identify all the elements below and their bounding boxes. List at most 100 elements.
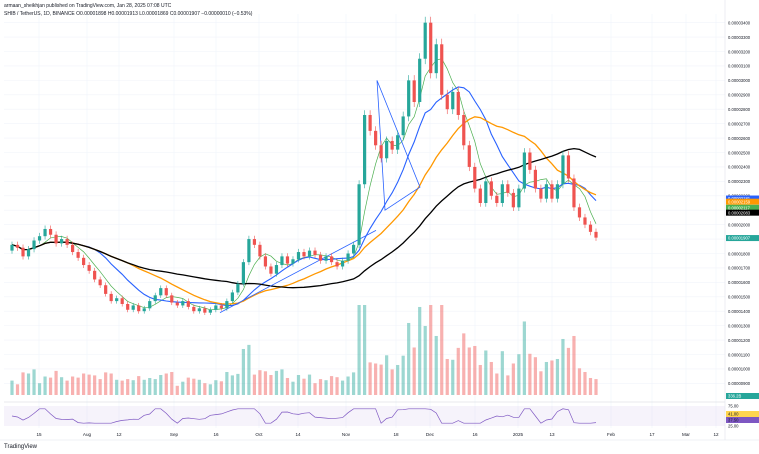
candle-body[interactable] (126, 303, 130, 310)
candle-body[interactable] (164, 288, 168, 296)
candle-body[interactable] (59, 239, 64, 244)
candle-body[interactable] (368, 114, 372, 131)
candle-body[interactable] (76, 252, 80, 258)
candle-body[interactable] (258, 244, 262, 257)
candle-body[interactable] (583, 217, 587, 225)
candle-body[interactable] (48, 228, 53, 235)
candle-body[interactable] (197, 308, 201, 312)
candle-body[interactable] (594, 231, 598, 238)
candle-body[interactable] (181, 301, 185, 306)
candle-body[interactable] (335, 262, 339, 267)
candle-body[interactable] (478, 188, 482, 203)
candle-body[interactable] (10, 244, 14, 251)
candles[interactable] (10, 16, 598, 316)
candle-body[interactable] (500, 184, 504, 203)
price-axis[interactable]: 0.00003400 0.00003300 0.00003200 0.00003100… (724, 0, 759, 440)
candle-body[interactable] (506, 184, 510, 193)
candle-body[interactable] (219, 305, 223, 309)
candle-body[interactable] (280, 256, 284, 266)
candle-body[interactable] (412, 80, 416, 103)
candle-body[interactable] (313, 250, 317, 255)
candle-body[interactable] (423, 22, 427, 59)
candle-body[interactable] (544, 184, 549, 199)
candle-body[interactable] (153, 295, 157, 302)
candle-body[interactable] (577, 207, 582, 218)
candle-body[interactable] (54, 234, 58, 244)
candle-body[interactable] (98, 279, 102, 286)
candle-body[interactable] (572, 178, 576, 208)
candle-body[interactable] (236, 283, 240, 293)
candle-body[interactable] (566, 155, 571, 179)
candle-body[interactable] (170, 295, 174, 303)
candle-body[interactable] (142, 308, 146, 312)
candle-body[interactable] (467, 145, 471, 167)
candle-body[interactable] (528, 152, 532, 170)
candle-body[interactable] (71, 244, 75, 253)
candle-body[interactable] (511, 192, 515, 208)
candle-body[interactable] (159, 288, 163, 296)
candle-body[interactable] (26, 249, 31, 257)
candle-body[interactable] (329, 256, 334, 263)
candle-body[interactable] (357, 184, 361, 245)
candle-body[interactable] (109, 293, 113, 302)
candle-body[interactable] (148, 301, 152, 309)
candle-body[interactable] (533, 169, 537, 189)
candle-body[interactable] (473, 166, 477, 189)
candle-body[interactable] (65, 239, 69, 245)
candle-body[interactable] (192, 306, 196, 312)
candle-body[interactable] (451, 91, 455, 110)
candle-body[interactable] (203, 308, 207, 313)
candle-body[interactable] (588, 224, 593, 232)
rising-trendline[interactable] (219, 230, 377, 314)
candle-body[interactable] (225, 301, 229, 309)
candle-body[interactable] (346, 253, 350, 261)
candle-body[interactable] (269, 266, 273, 274)
candle-body[interactable] (32, 240, 36, 250)
candle-body[interactable] (104, 285, 108, 294)
candle-body[interactable] (340, 260, 345, 267)
candle-body[interactable] (37, 236, 42, 241)
candle-body[interactable] (214, 305, 218, 310)
candle-body[interactable] (550, 184, 554, 199)
candle-body[interactable] (131, 305, 135, 310)
candle-body[interactable] (517, 188, 521, 208)
candle-body[interactable] (390, 140, 394, 150)
candle-body[interactable] (374, 130, 378, 146)
candle-body[interactable] (456, 91, 460, 115)
candle-body[interactable] (462, 114, 466, 146)
candle-body[interactable] (137, 305, 141, 312)
candle-body[interactable] (87, 265, 91, 271)
candle-body[interactable] (379, 145, 383, 159)
symbol-line[interactable]: SHIB / TetherUS, 1D, BINANCE (4, 11, 75, 17)
candle-body[interactable] (120, 298, 124, 304)
candle-body[interactable] (396, 135, 400, 150)
candle-body[interactable] (324, 256, 328, 261)
candle-body[interactable] (522, 152, 526, 189)
candle-body[interactable] (274, 265, 279, 274)
candle-body[interactable] (43, 228, 47, 237)
candle-body[interactable] (440, 44, 444, 95)
candle-body[interactable] (285, 256, 290, 264)
candle-body[interactable] (318, 254, 323, 261)
candle-body[interactable] (434, 44, 438, 74)
candle-body[interactable] (115, 298, 119, 302)
candle-body[interactable] (241, 262, 245, 284)
candle-body[interactable] (555, 184, 560, 199)
candle-body[interactable] (351, 244, 356, 254)
candle-body[interactable] (230, 292, 234, 302)
candle-body[interactable] (186, 301, 190, 307)
candle-body[interactable] (82, 257, 86, 266)
candle-body[interactable] (252, 239, 257, 245)
candle-body[interactable] (291, 259, 295, 264)
candle-body[interactable] (247, 239, 251, 263)
candle-body[interactable] (15, 244, 20, 248)
candle-body[interactable] (363, 114, 367, 185)
candle-body[interactable] (489, 181, 493, 196)
candle-body[interactable] (208, 309, 212, 313)
candle-body[interactable] (302, 252, 306, 257)
candle-body[interactable] (385, 140, 389, 159)
candle-body[interactable] (93, 270, 97, 280)
candle-body[interactable] (484, 181, 488, 203)
time-axis[interactable]: 15 Aug 12 Sep 16 Oct 14 Nov 18 Dec 16 2025 13 Feb 17 Ma… (0, 432, 759, 441)
